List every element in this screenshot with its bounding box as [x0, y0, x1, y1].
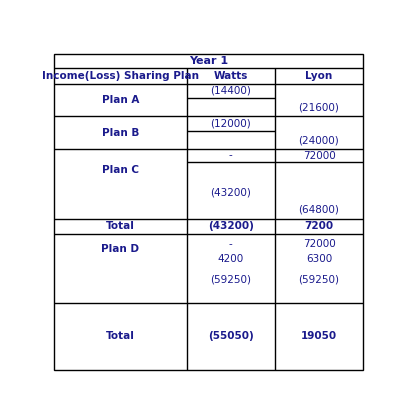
Text: Lyon: Lyon: [305, 71, 333, 81]
Text: Plan D: Plan D: [101, 244, 139, 254]
Text: Watts: Watts: [214, 71, 248, 81]
Text: Year 1: Year 1: [189, 56, 228, 66]
Text: -: -: [229, 150, 232, 160]
Text: 7200: 7200: [304, 221, 334, 231]
Text: (59250): (59250): [210, 274, 251, 285]
Text: (21600): (21600): [299, 102, 339, 112]
Text: (43200): (43200): [210, 187, 251, 197]
Text: -: -: [229, 239, 232, 249]
Text: Total: Total: [106, 331, 135, 341]
Text: (24000): (24000): [299, 135, 339, 145]
Text: Plan B: Plan B: [102, 128, 139, 138]
Text: 72000: 72000: [303, 150, 335, 160]
Text: Plan C: Plan C: [102, 165, 139, 175]
Text: (55050): (55050): [208, 331, 254, 341]
Text: 6300: 6300: [306, 254, 332, 264]
Text: (12000): (12000): [210, 119, 251, 129]
Text: Income(Loss) Sharing Plan: Income(Loss) Sharing Plan: [42, 71, 199, 81]
Text: (64800): (64800): [299, 204, 339, 215]
Text: (59250): (59250): [298, 274, 339, 285]
Text: Plan A: Plan A: [102, 95, 139, 105]
Text: (14400): (14400): [210, 86, 251, 96]
Text: 19050: 19050: [301, 331, 337, 341]
Text: 72000: 72000: [303, 239, 335, 249]
Text: 4200: 4200: [218, 254, 244, 264]
Text: Total: Total: [106, 221, 135, 231]
Text: (43200): (43200): [208, 221, 254, 231]
